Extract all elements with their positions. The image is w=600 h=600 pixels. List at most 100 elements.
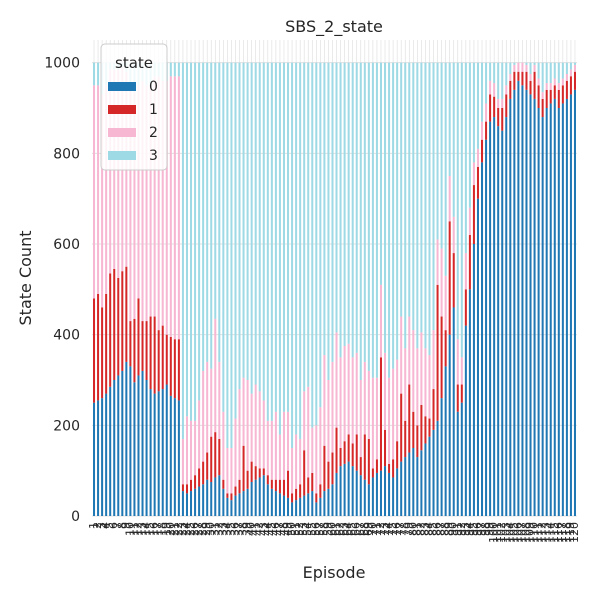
x-tick-label: 79 xyxy=(402,522,415,536)
x-tick-label: 81 xyxy=(410,522,423,536)
bar-segment-state-2 xyxy=(481,121,484,140)
bar-segment-state-3 xyxy=(388,62,391,378)
bar-segment-state-0 xyxy=(145,380,148,516)
bar-segment-state-3 xyxy=(565,62,568,74)
bar-segment-state-3 xyxy=(173,62,176,77)
bar-segment-state-1 xyxy=(165,334,168,385)
bar-segment-state-3 xyxy=(501,62,504,99)
x-tick-label: 31 xyxy=(208,522,221,536)
bar-segment-state-3 xyxy=(428,62,431,356)
bar-segment-state-1 xyxy=(355,434,358,471)
bar-segment-state-3 xyxy=(194,62,197,421)
x-tick-label: 29 xyxy=(200,522,213,536)
x-tick-label: 20 xyxy=(164,522,177,536)
bar-segment-state-0 xyxy=(384,466,387,516)
bar-segment-state-1 xyxy=(436,284,439,421)
x-tick-label: 114 xyxy=(544,522,557,543)
bar-segment-state-2 xyxy=(404,348,407,421)
x-tick-label: 18 xyxy=(156,522,169,536)
bar-segment-state-0 xyxy=(311,491,314,516)
bar-segment-state-1 xyxy=(185,484,188,494)
x-tick-label: 85 xyxy=(427,522,440,536)
bar-segment-state-3 xyxy=(489,62,492,81)
bar-segment-state-0 xyxy=(177,400,180,516)
bar-segment-state-2 xyxy=(291,448,294,494)
bar-segment-state-3 xyxy=(214,62,217,319)
bar-segment-state-0 xyxy=(270,488,273,516)
bar-segment-state-2 xyxy=(194,420,197,476)
bar-segment-state-0 xyxy=(416,457,419,516)
bar-segment-state-2 xyxy=(537,78,540,86)
bar-segment-state-2 xyxy=(509,74,512,81)
x-tick-label: 44 xyxy=(261,522,274,536)
bar-segment-state-1 xyxy=(202,461,205,485)
bar-segment-state-1 xyxy=(553,85,556,99)
bar-segment-state-0 xyxy=(472,244,475,516)
bar-segment-state-1 xyxy=(448,221,451,335)
bar-segment-state-3 xyxy=(573,62,576,65)
bar-segment-state-1 xyxy=(371,468,374,478)
x-tick-label: 41 xyxy=(249,522,262,536)
bar-segment-state-3 xyxy=(485,62,488,104)
x-tick-label: 101 xyxy=(491,522,504,543)
x-tick-label: 46 xyxy=(269,522,282,536)
x-tick-label: 72 xyxy=(374,522,387,536)
x-tick-label: 80 xyxy=(406,522,419,536)
bar-segment-state-0 xyxy=(517,80,520,517)
bar-segment-state-0 xyxy=(525,89,528,516)
x-tick-label: 25 xyxy=(184,522,197,536)
bar-segment-state-0 xyxy=(101,398,104,516)
bar-segment-state-3 xyxy=(339,62,342,358)
bar-segment-state-3 xyxy=(319,62,322,408)
bar-segment-state-1 xyxy=(109,273,112,387)
bar-segment-state-0 xyxy=(109,386,112,516)
bar-segment-state-0 xyxy=(242,491,245,516)
bar-segment-state-0 xyxy=(206,479,209,516)
bar-segment-state-1 xyxy=(242,445,245,492)
legend-swatch-state-3 xyxy=(108,151,136,160)
bar-segment-state-0 xyxy=(485,139,488,516)
x-tick-label: 12 xyxy=(131,522,144,536)
x-tick-label: 116 xyxy=(552,522,565,543)
bar-segment-state-3 xyxy=(343,62,346,347)
x-tick-label: 39 xyxy=(241,522,254,536)
x-tick-label: 75 xyxy=(386,522,399,536)
bar-segment-state-0 xyxy=(105,393,108,516)
bar-segment-state-2 xyxy=(533,64,536,72)
y-tick-label: 1000 xyxy=(44,56,80,72)
x-tick-label: 28 xyxy=(196,522,209,536)
bar-segment-state-0 xyxy=(250,482,253,516)
bar-segment-state-1 xyxy=(117,278,120,376)
bar-segment-state-2 xyxy=(493,83,496,97)
bar-segment-state-2 xyxy=(117,69,120,278)
bar-segment-state-3 xyxy=(408,62,411,317)
bar-segment-state-2 xyxy=(424,348,427,417)
bar-segment-state-1 xyxy=(379,357,382,471)
bar-segment-state-1 xyxy=(230,493,233,501)
bar-segment-state-3 xyxy=(181,62,184,439)
bar-segment-state-0 xyxy=(444,366,447,516)
bar-segment-state-1 xyxy=(262,468,265,476)
bar-segment-state-2 xyxy=(549,83,552,90)
bar-segment-state-1 xyxy=(468,234,471,290)
bar-segment-state-2 xyxy=(303,391,306,451)
bar-segment-state-2 xyxy=(198,400,201,469)
bar-segment-state-3 xyxy=(97,62,100,86)
bar-segment-state-2 xyxy=(226,448,229,494)
bar-segment-state-3 xyxy=(230,62,233,449)
bar-segment-state-0 xyxy=(408,452,411,516)
bar-segment-state-1 xyxy=(226,493,229,498)
bar-segment-state-2 xyxy=(218,361,221,439)
x-tick-label: 27 xyxy=(192,522,205,536)
bar-segment-state-0 xyxy=(210,482,213,516)
x-tick-label: 61 xyxy=(330,522,343,536)
bar-segment-state-2 xyxy=(323,355,326,446)
bar-segment-state-3 xyxy=(384,62,387,353)
bar-segment-state-1 xyxy=(485,121,488,140)
bar-segment-state-1 xyxy=(440,316,443,399)
bar-segment-state-0 xyxy=(549,103,552,516)
bar-segment-state-0 xyxy=(278,493,281,516)
bar-segment-state-2 xyxy=(464,253,467,290)
bar-segment-state-3 xyxy=(169,62,172,77)
bar-segment-state-2 xyxy=(177,76,180,340)
